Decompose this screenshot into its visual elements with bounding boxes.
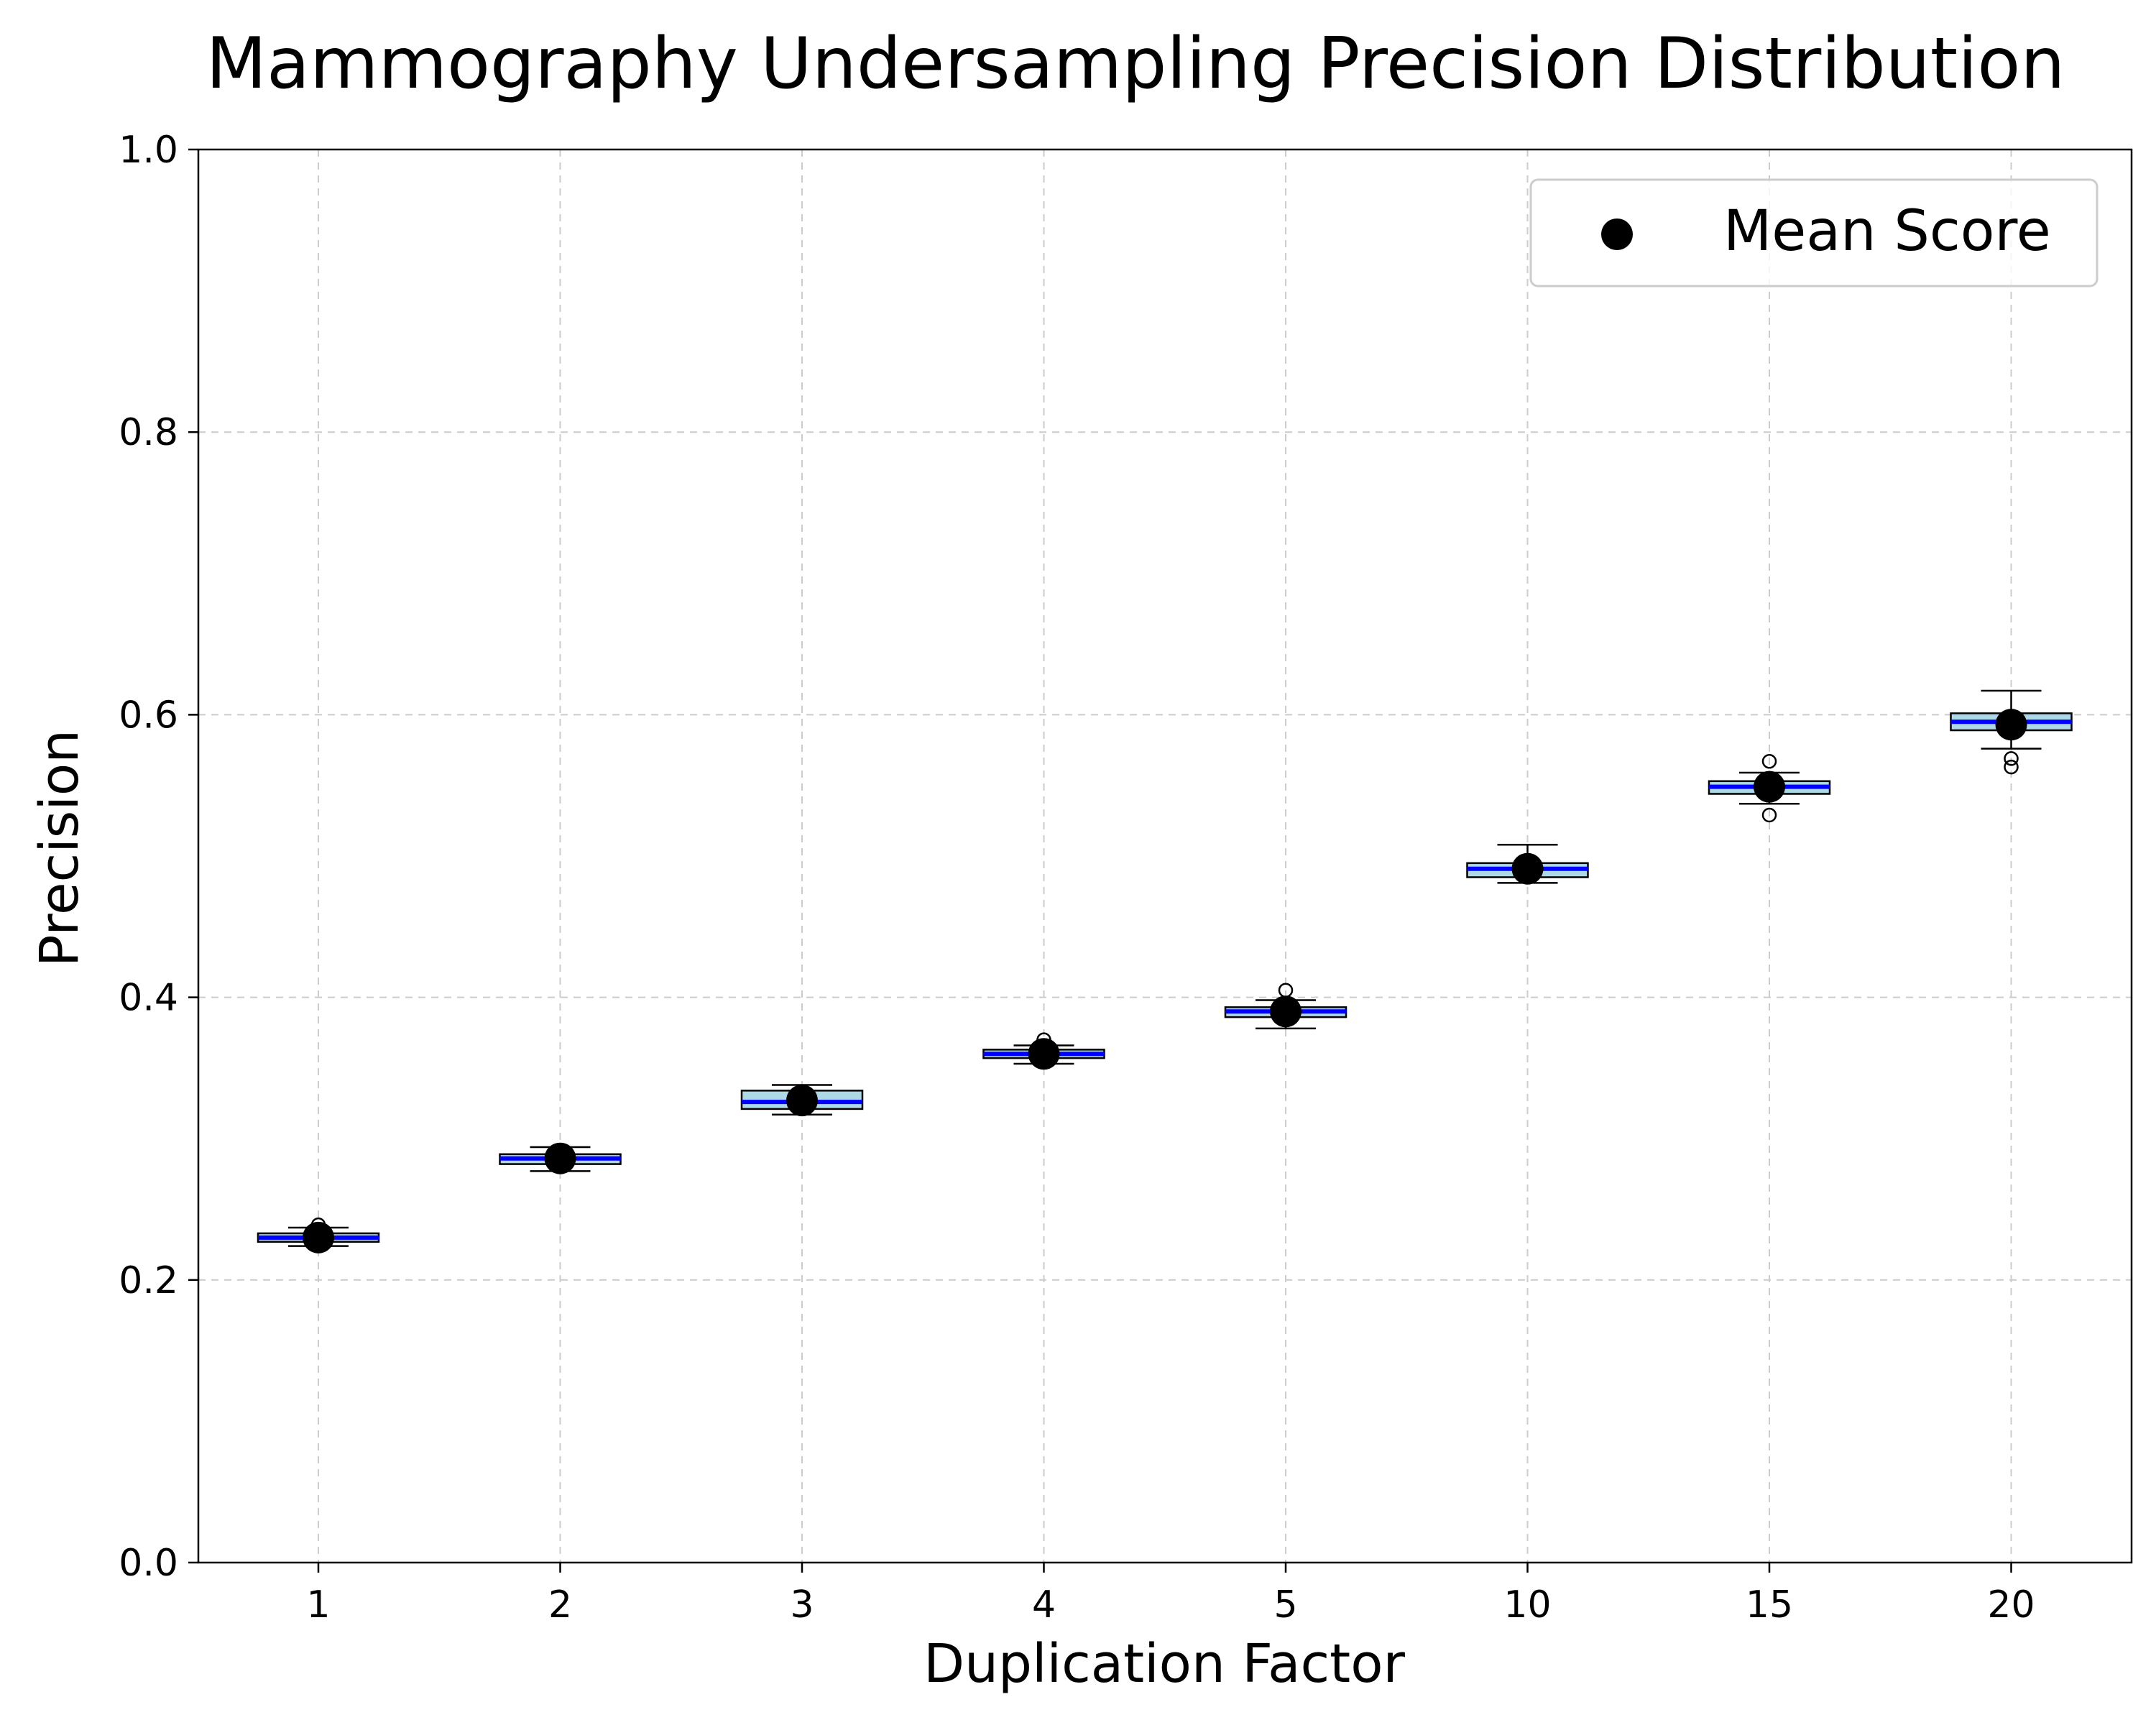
outlier-point: [1761, 754, 1777, 769]
box-group-5: [1224, 983, 1348, 1030]
box-group-1: [257, 1217, 380, 1254]
x-tick-label: 20: [1987, 1583, 2035, 1627]
y-tick-label: 0.2: [119, 1259, 178, 1302]
legend-mean-marker: [1601, 218, 1633, 250]
x-tick-label: 2: [548, 1583, 572, 1627]
x-tick-label: 4: [1032, 1583, 1056, 1627]
box-group-15: [1708, 754, 1831, 823]
y-tick-label: 1.0: [119, 129, 178, 172]
x-tick-label: 10: [1503, 1583, 1551, 1627]
y-tick-label: 0.0: [119, 1542, 178, 1585]
grid-lines: [198, 149, 2132, 1563]
x-tick-label: 1: [306, 1583, 330, 1627]
outlier-point: [2004, 751, 2019, 766]
axes: 0.0 0.2 0.4 0.6 0.8 1.0 1 2 3 4 5 10 15 20: [119, 129, 2133, 1627]
box-group-3: [740, 1084, 864, 1117]
mean-point: [303, 1221, 334, 1254]
x-tick-label: 3: [790, 1583, 814, 1627]
box-group-20: [1950, 689, 2073, 775]
box-group-10: [1466, 844, 1589, 885]
x-axis-title: Duplication Factor: [923, 1633, 1405, 1695]
outlier-point: [1761, 807, 1777, 823]
legend: Mean Score: [1529, 178, 2099, 288]
y-tick-label: 0.4: [119, 977, 178, 1020]
y-tick-label: 0.6: [119, 694, 178, 737]
mean-point: [1028, 1038, 1060, 1070]
mean-point: [1270, 995, 1302, 1028]
chart-title: Mammography Undersampling Precision Dist…: [206, 23, 2065, 105]
box-group-4: [982, 1032, 1105, 1070]
outlier-point: [2004, 759, 2019, 775]
mean-point: [786, 1085, 818, 1117]
plot-frame: [197, 148, 2133, 1564]
y-tick-label: 0.8: [119, 411, 178, 454]
mean-point: [544, 1142, 576, 1174]
mean-point: [1511, 852, 1544, 885]
boxes: [257, 689, 2073, 1254]
mean-point: [1754, 770, 1785, 803]
mean-point: [1995, 709, 2027, 741]
x-tick-label: 15: [1746, 1583, 1793, 1627]
box-group-2: [499, 1142, 622, 1174]
legend-mean-label: Mean Score: [1723, 199, 2051, 264]
x-tick-label: 5: [1273, 1583, 1297, 1627]
legend-frame: [1529, 178, 2099, 288]
y-axis-title: Precision: [29, 730, 91, 967]
